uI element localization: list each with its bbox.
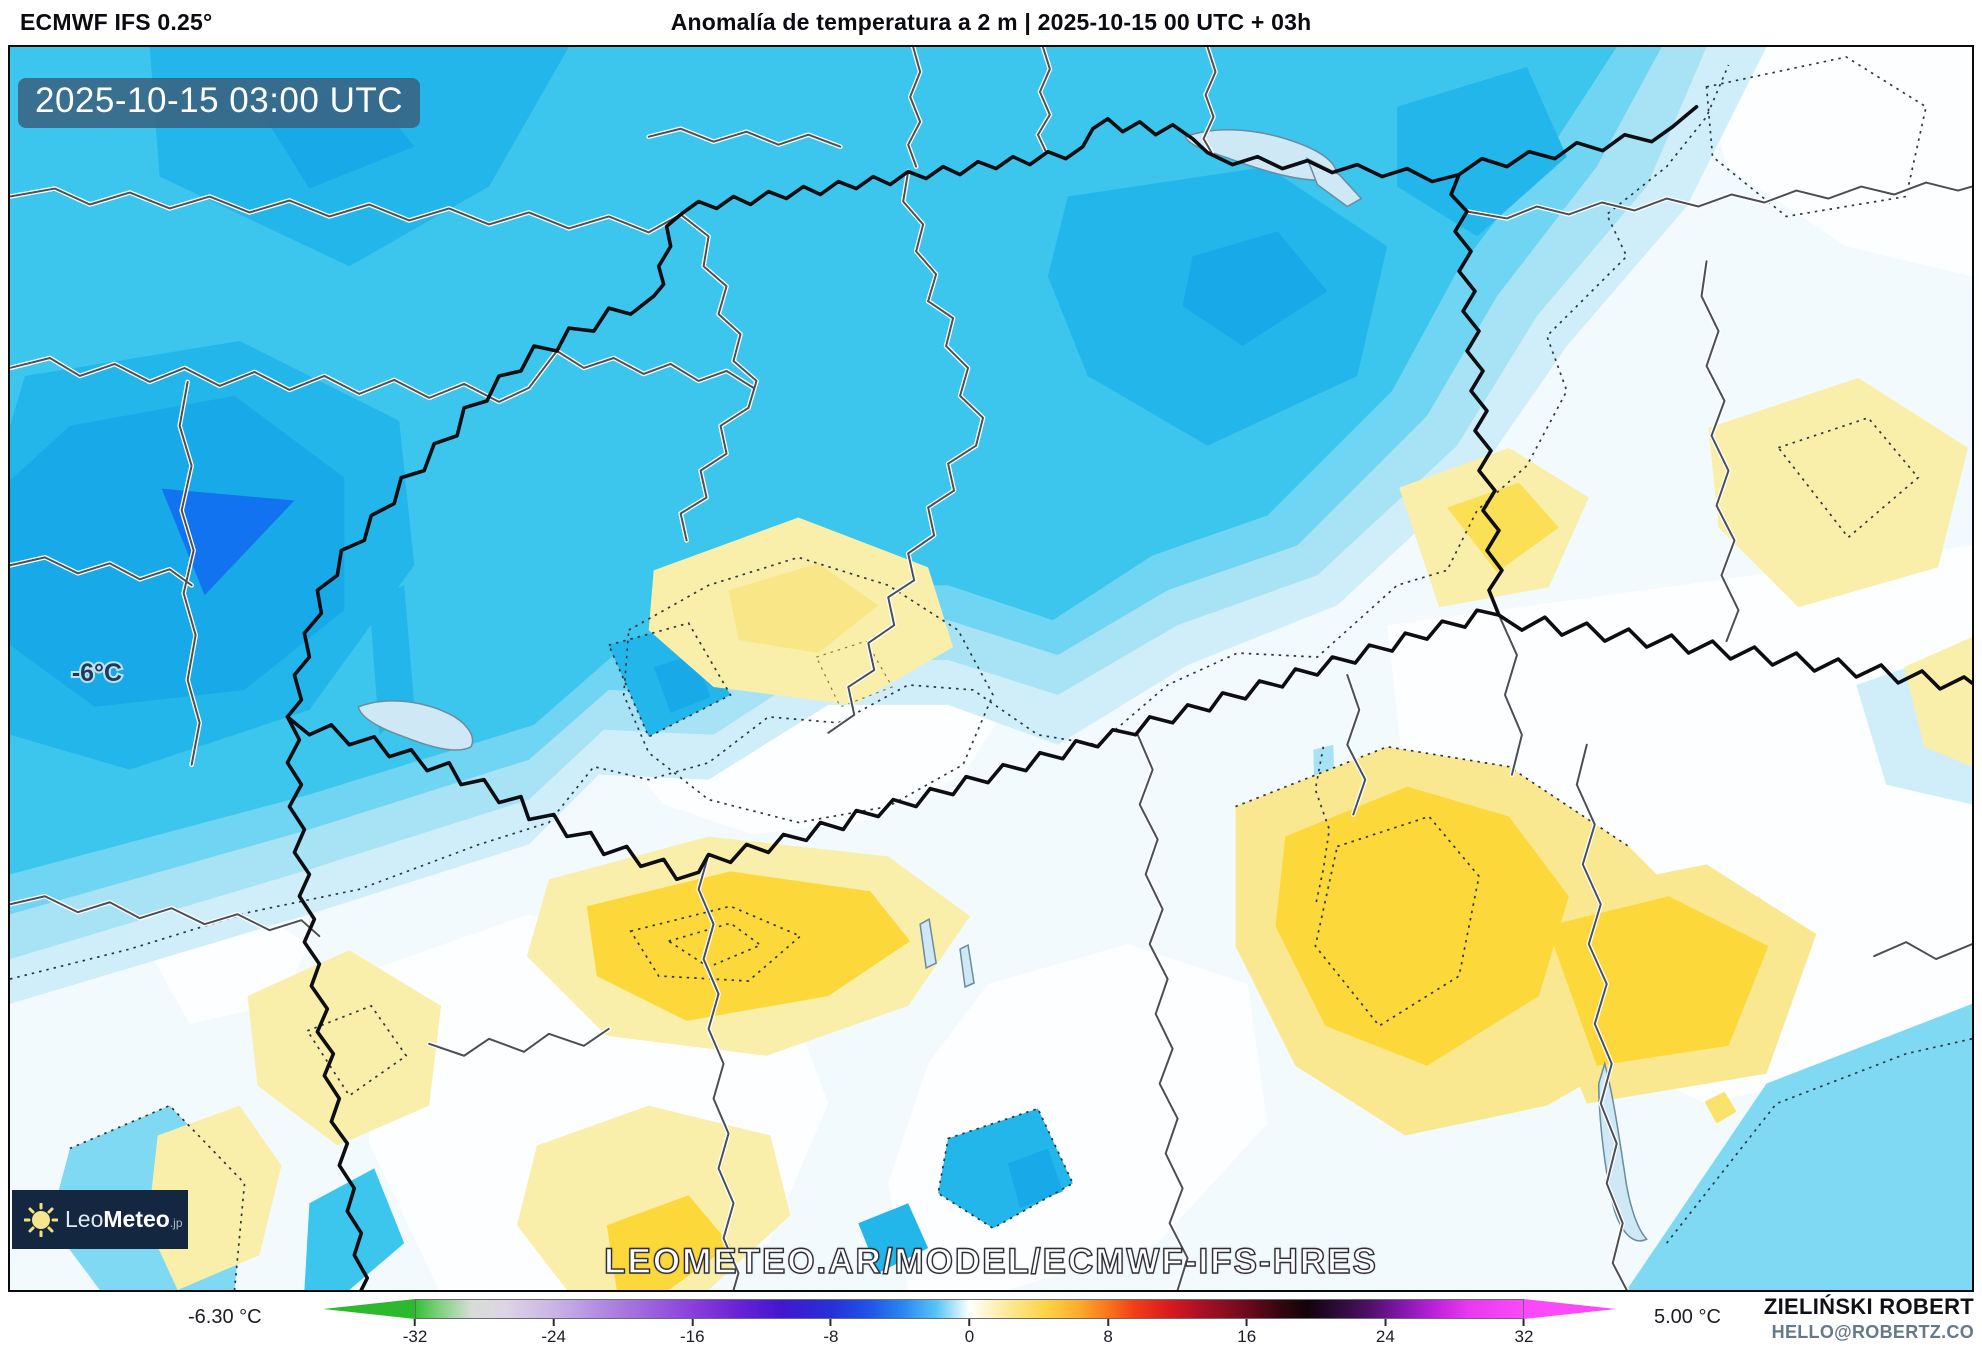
- colorbar-tick: -8: [823, 1319, 838, 1347]
- colorbar-tick: 24: [1376, 1319, 1395, 1347]
- page-title: Anomalía de temperatura a 2 m | 2025-10-…: [670, 9, 1312, 35]
- sun-icon: [24, 1202, 58, 1237]
- header-bar: ECMWF IFS 0.25° Anomalía de temperatura …: [0, 0, 1982, 45]
- author-contact: HELLO@ROBERTZ.CO: [1771, 1322, 1974, 1342]
- leometeo-logo: LeoMeteo.jp: [12, 1190, 188, 1249]
- logo-wordmark: LeoMeteo.jp: [65, 1206, 183, 1232]
- colorbar-min-label: -6.30 °C: [188, 1306, 262, 1328]
- colorbar-tick: -32: [403, 1319, 427, 1347]
- colorbar-max-label: 5.00 °C: [1654, 1306, 1721, 1328]
- anomaly-value-label: -6°C: [72, 659, 122, 687]
- lake-geneva: [357, 700, 474, 751]
- colorbar-panel: -6.30 °C -32 -24 -16 -8 0 8 16 24 32 5.00 °C ZIE…: [0, 1292, 1982, 1346]
- country-borders: [285, 105, 1972, 1290]
- model-label: ECMWF IFS 0.25°: [20, 9, 213, 35]
- author-name: ZIELIŃSKI ROBERT: [1763, 1294, 1974, 1319]
- colorbar-tick: 0: [965, 1319, 974, 1347]
- colorbar-tick: -24: [541, 1319, 566, 1347]
- weather-map: .case{fill:none;stroke:#ffffff;stroke-wi…: [8, 45, 1974, 1292]
- colorbar-gradient: [415, 1299, 1524, 1319]
- colorbar-tick: 8: [1103, 1319, 1113, 1347]
- colorbar-ticks: -32 -24 -16 -8 0 8 16 24 32: [403, 1319, 1533, 1346]
- lake-garda: [1598, 1060, 1648, 1242]
- watermark: LEOMETEO.AR/MODEL/ECMWF-IFS-HRES: [603, 1241, 1378, 1281]
- colorbar-tick: 16: [1237, 1319, 1256, 1347]
- colorbar-left-arrow: [323, 1299, 415, 1319]
- colorbar-tick: 32: [1515, 1319, 1533, 1347]
- lakes: [357, 129, 1648, 1242]
- anomaly-map-canvas: .case{fill:none;stroke:#ffffff;stroke-wi…: [10, 47, 1972, 1290]
- timestamp-badge: 2025-10-15 03:00 UTC: [18, 78, 420, 128]
- contour-lines: [10, 56, 1972, 1290]
- warm-anomaly-patches: [147, 377, 1972, 1290]
- colorbar-tick: -16: [680, 1319, 705, 1347]
- credits: ZIELIŃSKI ROBERT HELLO@ROBERTZ.CO: [1764, 1294, 1974, 1343]
- colorbar-right-arrow: [1524, 1299, 1616, 1319]
